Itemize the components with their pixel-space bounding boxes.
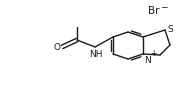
Text: N: N [144,56,151,65]
Text: +: + [151,48,157,58]
Text: S: S [167,24,173,33]
Text: O: O [54,43,61,52]
Text: −: − [160,3,167,12]
Text: Br: Br [148,6,159,16]
Text: NH: NH [89,50,103,59]
